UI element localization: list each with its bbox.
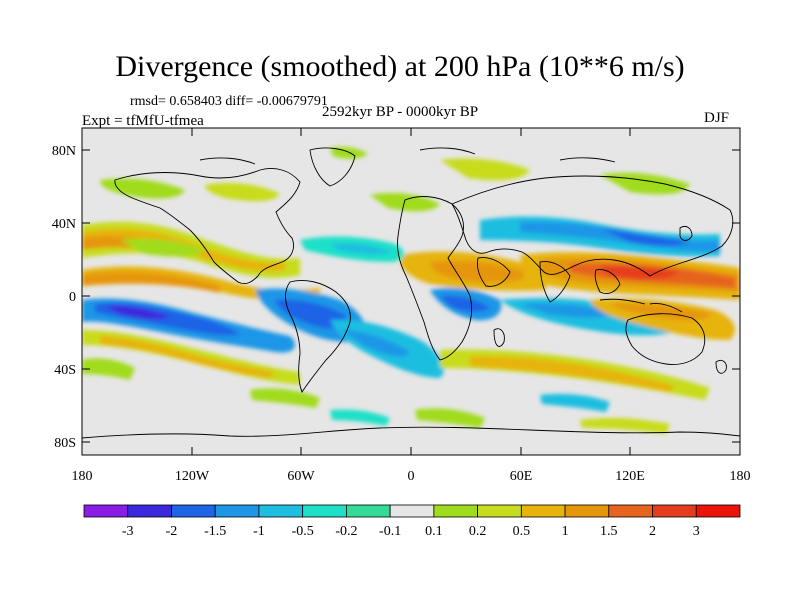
colorbar-labels: -3 -2 -1.5 -1 -0.5 -0.2 -0.1 0.1 0.2 0.5 1 1.5 2 3	[122, 524, 700, 539]
colorbar-box	[302, 504, 347, 518]
x-tick-label: 180	[72, 469, 93, 484]
colorbar-box	[520, 504, 566, 518]
season-label: DJF	[704, 110, 730, 126]
y-tick-marks	[82, 149, 740, 443]
colorbar-box	[345, 504, 391, 518]
x-tick-label: 60W	[287, 469, 315, 484]
colorbar-box	[389, 504, 435, 518]
colorbar-boxes	[83, 504, 741, 518]
x-tick-marks	[81, 128, 741, 455]
experiment-label: Expt = tfMfU-tfmea	[82, 113, 204, 129]
x-tick-labels: 180 120W 60W 0 60E 120E 180	[72, 469, 751, 484]
colorbar-box	[258, 504, 304, 518]
x-tick-label: 60E	[510, 469, 533, 484]
stats-label: rmsd= 0.658403 diff= -0.00679791	[130, 94, 328, 109]
y-tick-label: 80S	[54, 436, 76, 451]
colorbar-label: 0.2	[469, 524, 487, 539]
colorbar-box	[171, 504, 216, 518]
colorbar-label: 0.5	[513, 524, 531, 539]
divergence-field	[82, 146, 740, 434]
colorbar-box	[564, 504, 610, 518]
colorbar-box	[83, 504, 129, 518]
colorbar-box	[695, 504, 741, 518]
colorbar-label: 1.5	[600, 524, 618, 539]
colorbar-label: -0.5	[292, 524, 314, 539]
colorbar-box	[608, 504, 653, 518]
colorbar-label: -0.2	[335, 524, 357, 539]
period-label: 2592kyr BP - 0000kyr BP	[322, 104, 479, 120]
colorbar-label: -0.1	[379, 524, 401, 539]
map-title: Divergence (smoothed) at 200 hPa (10**6 …	[115, 50, 685, 83]
coastlines	[82, 147, 740, 439]
y-tick-label: 40S	[54, 363, 76, 378]
colorbar-box	[127, 504, 172, 518]
colorbar-label: 0.1	[425, 524, 443, 539]
x-tick-label: 0	[408, 469, 415, 484]
colorbar-label: 2	[649, 524, 656, 539]
colorbar-label: -2	[166, 524, 178, 539]
colorbar-box	[214, 504, 260, 518]
colorbar-box	[652, 504, 697, 518]
x-tick-label: 120W	[175, 469, 210, 484]
colorbar-label: -1.5	[204, 524, 226, 539]
y-tick-label: 40N	[52, 217, 76, 232]
y-tick-label: 80N	[52, 144, 76, 159]
colorbar-label: 3	[693, 524, 700, 539]
colorbar-box	[433, 504, 478, 518]
y-tick-label: 0	[69, 290, 76, 305]
colorbar-box	[477, 504, 522, 518]
colorbar-label: 1	[562, 524, 569, 539]
x-tick-label: 180	[730, 469, 751, 484]
colorbar-label: -1	[253, 524, 265, 539]
y-tick-labels: 80N 40N 0 40S 80S	[52, 144, 76, 451]
x-tick-label: 120E	[615, 469, 645, 484]
colorbar-label: -3	[122, 524, 134, 539]
